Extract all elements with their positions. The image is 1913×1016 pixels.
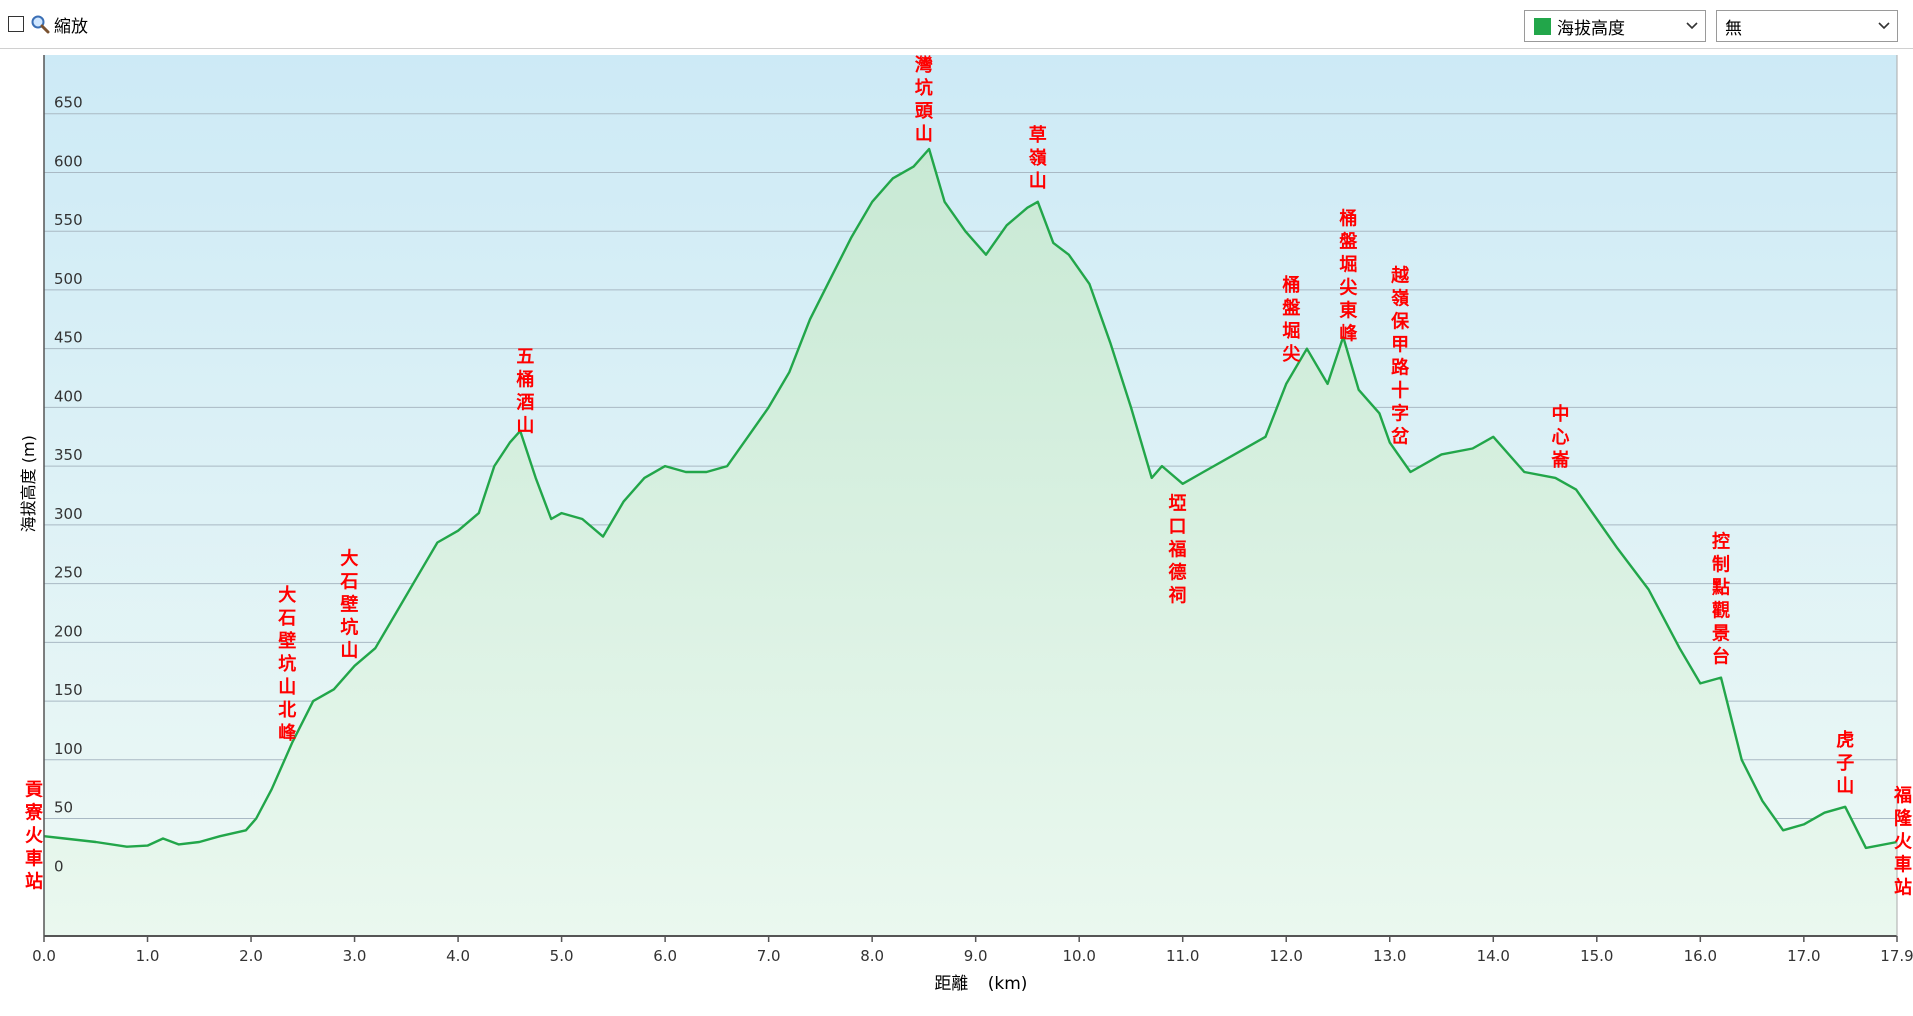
y-tick-label: 350 [54, 446, 83, 464]
peak-label: 控制點觀景台 [1711, 531, 1730, 668]
y-tick-label: 300 [54, 505, 83, 523]
x-tick-label: 10.0 [1062, 947, 1095, 965]
peak-label: 虎子山 [1836, 729, 1854, 797]
x-tick-label: 4.0 [446, 947, 470, 965]
x-tick-label: 6.0 [653, 947, 677, 965]
y-tick-label: 0 [54, 857, 64, 875]
y-tick-label: 100 [54, 740, 83, 758]
chevron-down-icon[interactable] [1679, 11, 1705, 41]
x-tick-label: 7.0 [757, 947, 781, 965]
overlay-select-value: 無 [1725, 18, 1742, 39]
peak-label: 中心崙 [1551, 403, 1571, 471]
zoom-checkbox[interactable] [8, 16, 24, 32]
y-tick-label: 150 [54, 681, 83, 699]
x-tick-label: 1.0 [136, 947, 160, 965]
x-tick-label: 3.0 [343, 947, 367, 965]
x-tick-label: 9.0 [964, 947, 988, 965]
x-axis-label-title: 距離 [934, 974, 968, 994]
x-tick-label: 17.0 [1787, 947, 1820, 965]
x-tick-label: 11.0 [1166, 947, 1199, 965]
elevation-chart: 050100150200250300350400450500550600650 … [19, 54, 1913, 994]
y-tick-label: 600 [54, 152, 83, 170]
y-tick-label: 550 [54, 211, 83, 229]
series-select-value: 海拔高度 [1557, 18, 1625, 39]
elevation-line [43, 147, 1898, 850]
y-axis-label: 海拔高度 (m) [19, 435, 38, 532]
x-tick-label: 2.0 [239, 947, 263, 965]
peak-label: 灣坑頭山 [915, 54, 934, 145]
x-tick-label: 15.0 [1580, 947, 1613, 965]
y-tick-label: 450 [54, 329, 83, 347]
elevation-area [44, 149, 1897, 936]
series-color-swatch [1534, 17, 1551, 35]
y-tick-label: 650 [54, 94, 83, 112]
y-tick-label: 50 [54, 799, 73, 817]
x-tick-label: 13.0 [1373, 947, 1406, 965]
x-tick-label: 8.0 [860, 947, 884, 965]
series-select[interactable]: 海拔高度 [1524, 10, 1706, 42]
y-tick-label: 200 [54, 622, 83, 640]
y-tick-label: 500 [54, 270, 83, 288]
x-tick-label: 5.0 [550, 947, 574, 965]
x-tick-label: 12.0 [1270, 947, 1303, 965]
x-tick-label: 0.0 [32, 947, 56, 965]
x-tick-label: 14.0 [1477, 947, 1510, 965]
overlay-select[interactable]: 無 [1716, 10, 1898, 42]
peak-label: 五桶酒山 [516, 347, 534, 437]
peak-label: 桶盤堀尖東峰 [1339, 208, 1358, 345]
peak-label: 越嶺保甲路十字岔 [1390, 264, 1410, 447]
x-tick-label: 17.9 [1880, 947, 1913, 965]
zoom-toggle[interactable]: 縮放 [8, 12, 88, 37]
chart-toolbar: 縮放 海拔高度 無 [0, 0, 1913, 48]
peak-label: 大石壁坑山北峰 [277, 584, 297, 744]
peak-label: 貢寮火車站 [24, 780, 44, 893]
elevation-chart-frame: 0 50 100 150 200 250 300 350 400 450 500 550 600 650 … [0, 48, 1913, 1012]
peak-label: 桶盤堀尖 [1282, 274, 1301, 365]
x-tick-label: 16.0 [1684, 947, 1717, 965]
peak-label: 草嶺山 [1029, 124, 1047, 192]
y-tick-label: 250 [54, 564, 83, 582]
chevron-down-icon[interactable] [1871, 11, 1897, 41]
zoom-label: 縮放 [54, 16, 88, 37]
y-tick-label: 400 [54, 387, 83, 405]
magnifier-icon [31, 15, 50, 34]
x-axis-label-unit: (km) [988, 974, 1028, 994]
x-axis-label: 距離 (km) [934, 974, 1027, 994]
peak-label: 福隆火車站 [1893, 785, 1913, 899]
peak-label: 大石壁坑山 [339, 548, 358, 662]
peak-label: 埡口福德祠 [1168, 493, 1187, 606]
